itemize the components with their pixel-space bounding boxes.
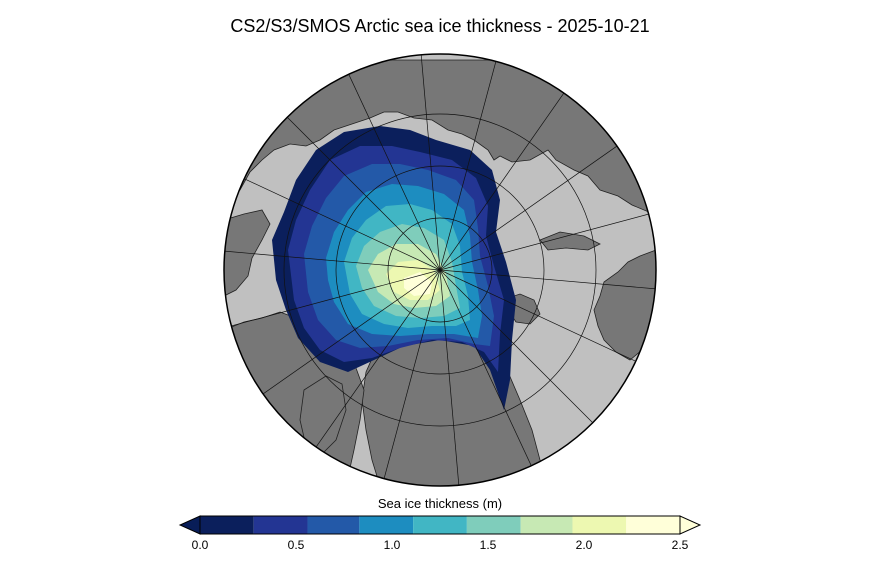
meridian-line [439,269,538,479]
latitude-circle [335,165,545,375]
meridian-line [439,269,461,486]
meridian-line [224,269,441,330]
colorbar-tick-label: 0.0 [191,538,209,552]
meridian-line [439,54,500,271]
colorbar-bin [359,516,414,534]
colorbar-bin [253,516,308,534]
meridian-line [439,269,656,291]
meridian-line [224,249,441,271]
meridian-line [342,61,441,271]
colorbar-bin [413,516,467,534]
meridian-line [419,54,441,271]
graticule [224,54,656,486]
colorbar-tick-label: 2.0 [575,538,593,552]
colorbar-tick-label: 0.5 [287,538,305,552]
colorbar-bin [200,516,254,534]
meridian-line [439,210,656,271]
meridian-line [439,269,649,368]
colorbar-label: Sea ice thickness (m) [377,496,503,511]
colorbar-bin [307,516,360,534]
sea-ice-field [272,126,516,410]
meridian-line [231,172,441,271]
map-title: CS2/S3/SMOS Arctic sea ice thickness - 2… [230,16,650,36]
land-baffin [299,375,347,457]
meridian-line [380,269,441,486]
latitude-circle [283,113,597,427]
meridian-line [307,269,441,459]
meridian-line [439,137,629,271]
colorbar-bin [466,516,521,534]
meridian-line [251,269,441,403]
colorbar-bin [626,516,680,534]
map-boundary [223,53,657,487]
colorbar-tick-label: 1.5 [479,538,497,552]
colorbar-under-triangle [178,515,201,535]
colorbar-over-triangle [679,515,702,535]
meridian-line [439,269,603,433]
latitude-circle [387,217,493,323]
meridian-line [277,107,441,271]
colorbar-tick-label: 1.0 [383,538,401,552]
land-eurasia-north [224,59,656,216]
colorbar-bin [520,516,573,534]
meridian-line [439,81,573,271]
colorbar-frame [199,515,681,535]
colorbar-tick-label: 2.5 [671,538,689,552]
colorbar-bin [572,516,627,534]
